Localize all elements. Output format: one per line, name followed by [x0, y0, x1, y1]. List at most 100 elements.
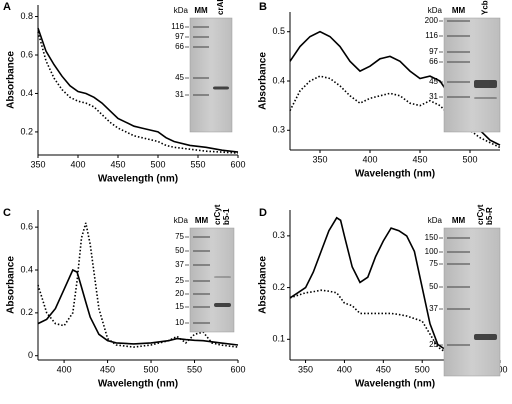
x-tick-label: 550	[187, 364, 202, 374]
ladder-band	[447, 237, 470, 239]
marker-label: 116	[171, 22, 184, 31]
sample-label: crCyt	[213, 204, 222, 225]
marker-label: 37	[175, 260, 184, 269]
ladder-band	[193, 250, 210, 252]
marker-label: 116	[425, 31, 438, 40]
ladder-label: MM	[195, 216, 209, 225]
y-axis-title: Absorbance	[258, 52, 269, 110]
ladder-band	[193, 36, 209, 38]
marker-label: 75	[429, 259, 438, 268]
x-tick-label: 350	[30, 159, 45, 169]
ladder-label: MM	[194, 6, 208, 15]
x-tick-label: 450	[100, 364, 115, 374]
x-tick-label: 400	[337, 364, 352, 374]
x-tick-label: 400	[70, 159, 85, 169]
y-tick-label: 0.3	[272, 230, 285, 240]
sample-label: YcbX	[481, 0, 490, 15]
marker-label: 37	[429, 304, 438, 313]
gel-image	[189, 17, 233, 133]
y-tick-label: 0.4	[20, 88, 33, 98]
panel-label: A	[3, 1, 11, 13]
y-axis-title: Absorbance	[6, 256, 17, 314]
ladder-band	[447, 96, 470, 98]
x-axis-title: Wavelength (nm)	[98, 379, 178, 390]
marker-label: 10	[175, 318, 184, 327]
sample-band	[214, 303, 231, 307]
spectrum-line	[37, 222, 239, 348]
unit-label: kDa	[428, 6, 443, 15]
marker-label: 50	[429, 282, 438, 291]
gel-image	[443, 227, 501, 377]
sample-label: crCyt	[476, 204, 485, 225]
spectrum-line	[37, 268, 239, 346]
sample-label: crARC	[216, 0, 225, 15]
y-tick-label: 0.4	[20, 264, 33, 274]
x-tick-label: 450	[412, 154, 427, 164]
y-axis-title: Absorbance	[258, 256, 269, 314]
x-tick-label: 350	[298, 364, 313, 374]
panel-label: C	[3, 207, 11, 219]
x-tick-label: 550	[190, 159, 205, 169]
y-tick-label: 0.2	[20, 307, 33, 317]
y-tick-label: 0.2	[20, 126, 33, 136]
ladder-band	[447, 81, 470, 83]
x-axis-title: Wavelength (nm)	[355, 169, 435, 180]
ladder-band	[447, 20, 470, 22]
ladder-band	[447, 61, 470, 63]
x-tick-label: 500	[462, 154, 477, 164]
panel-label: D	[259, 207, 267, 219]
y-tick-label: 0.2	[272, 282, 285, 292]
sample-label: b5-1	[222, 208, 231, 225]
unit-label: kDa	[428, 216, 443, 225]
sample-band	[474, 80, 497, 88]
ladder-label: MM	[452, 6, 466, 15]
y-tick-label: 0.4	[272, 75, 285, 85]
ladder-band	[193, 264, 210, 266]
marker-label: 25	[175, 276, 184, 285]
marker-label: 200	[425, 16, 439, 25]
sample-band	[474, 334, 497, 340]
y-tick-label: 0.6	[20, 222, 33, 232]
y-tick-label: 0.5	[272, 26, 285, 36]
x-tick-label: 500	[144, 364, 159, 374]
sample-band	[213, 86, 229, 90]
gel-inset: kDa MM crCyt b5-1 75 50 37 25 20 15 10	[174, 204, 235, 333]
ladder-band	[447, 251, 470, 253]
y-tick-label: 0	[28, 350, 33, 360]
y-tick-label: 0.1	[272, 334, 285, 344]
marker-label: 75	[175, 232, 184, 241]
marker-label: 45	[429, 77, 438, 86]
spectrum-line	[289, 289, 501, 359]
x-tick-label: 600	[230, 364, 245, 374]
spectrum-line	[289, 216, 501, 353]
x-tick-label: 350	[312, 154, 327, 164]
sample-label: b5-R	[485, 207, 494, 225]
unit-label: kDa	[174, 216, 189, 225]
ladder-band	[193, 46, 209, 48]
marker-label: 97	[175, 32, 184, 41]
ladder-band	[447, 308, 470, 310]
marker-label: 20	[175, 289, 184, 298]
marker-label: 25	[429, 340, 438, 349]
ladder-band	[447, 35, 470, 37]
ladder-label: MM	[452, 216, 466, 225]
marker-label: 150	[425, 233, 439, 242]
ladder-band	[193, 322, 210, 324]
ladder-band	[447, 51, 470, 53]
x-axis-title: Wavelength (nm)	[98, 174, 178, 185]
ladder-band	[447, 263, 470, 265]
spectrum-line	[37, 27, 239, 153]
gel-inset: kDa MM crCyt b5-R 150 100 75 50 37 25	[425, 204, 501, 377]
ladder-band	[447, 286, 470, 288]
y-tick-label: 0.8	[20, 11, 33, 21]
ladder-band	[193, 26, 209, 28]
marker-label: 45	[175, 73, 184, 82]
marker-label: 31	[429, 92, 438, 101]
marker-label: 31	[175, 90, 184, 99]
x-axis-title: Wavelength (nm)	[355, 379, 435, 390]
sample-band	[474, 97, 497, 99]
y-tick-label: 0.6	[20, 49, 33, 59]
x-tick-label: 400	[57, 364, 72, 374]
